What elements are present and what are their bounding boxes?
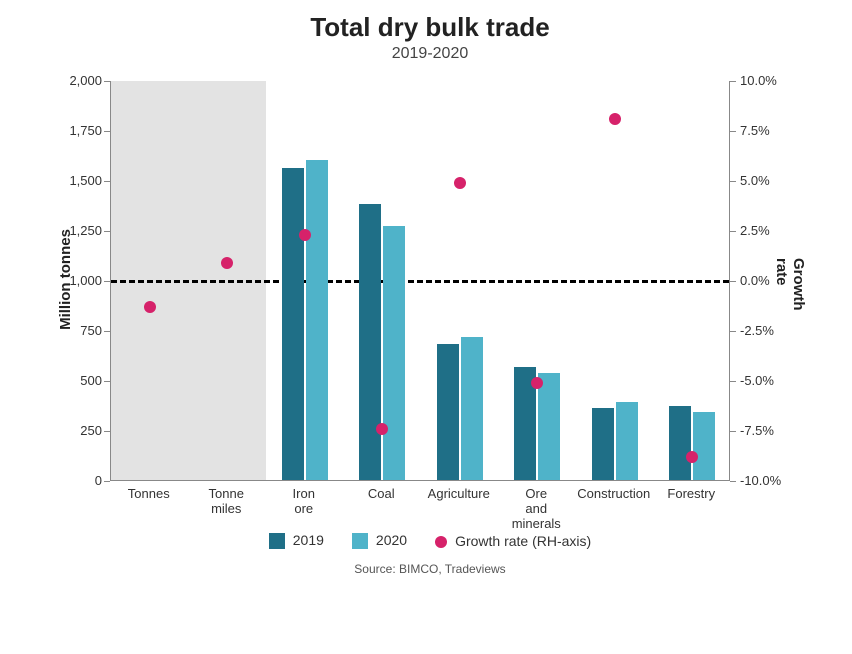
- legend-item: 2020: [352, 532, 407, 549]
- legend: 2019 2020 Growth rate (RH-axis): [30, 532, 830, 549]
- bar-2020: [461, 337, 483, 480]
- y-right-tick-label: -10.0%: [740, 473, 781, 488]
- y-right-tick-label: 0.0%: [740, 273, 770, 288]
- y-left-tick-label: 1,000: [60, 273, 102, 288]
- y-left-tick-label: 250: [60, 423, 102, 438]
- chart-container: Total dry bulk trade 2019-2020 Million t…: [30, 12, 830, 611]
- source-text: Source: BIMCO, Tradeviews: [30, 562, 830, 576]
- legend-item: Growth rate (RH-axis): [435, 533, 591, 549]
- legend-swatch-icon: [352, 533, 368, 549]
- x-category-label: Construction: [575, 487, 653, 502]
- chart-title: Total dry bulk trade: [30, 12, 830, 43]
- x-category-label: Agriculture: [420, 487, 498, 502]
- y-right-tick-label: 2.5%: [740, 223, 770, 238]
- bar-2019: [282, 168, 304, 480]
- growth-dot: [299, 229, 311, 241]
- growth-dot: [609, 113, 621, 125]
- bar-2020: [383, 226, 405, 480]
- y-right-tick-label: -5.0%: [740, 373, 774, 388]
- plot-inner: [110, 81, 730, 481]
- legend-swatch-icon: [269, 533, 285, 549]
- zero-line: [111, 280, 729, 283]
- x-category-label: Tonnes: [110, 487, 188, 502]
- bar-2019: [437, 344, 459, 480]
- bar-2020: [538, 373, 560, 480]
- bar-2020: [616, 402, 638, 480]
- legend-label: 2019: [293, 532, 324, 548]
- x-category-label: Oreandminerals: [498, 487, 576, 532]
- x-category-label: Tonnemiles: [188, 487, 266, 517]
- y-left-tick-label: 1,500: [60, 173, 102, 188]
- y-axis-right-label: Growth rate: [773, 258, 807, 318]
- y-left-tick-label: 1,750: [60, 123, 102, 138]
- legend-label: Growth rate (RH-axis): [455, 533, 591, 549]
- legend-dot-icon: [435, 536, 447, 548]
- y-left-tick-label: 0: [60, 473, 102, 488]
- bar-2019: [669, 406, 691, 480]
- x-category-label: Forestry: [653, 487, 731, 502]
- bar-2020: [306, 160, 328, 480]
- legend-item: 2019: [269, 532, 324, 549]
- y-right-tick-label: 10.0%: [740, 73, 777, 88]
- y-left-tick-label: 2,000: [60, 73, 102, 88]
- bar-2020: [693, 412, 715, 480]
- y-right-tick-label: 5.0%: [740, 173, 770, 188]
- y-right-tick-label: -7.5%: [740, 423, 774, 438]
- bar-2019: [359, 204, 381, 480]
- growth-dot: [144, 301, 156, 313]
- legend-label: 2020: [376, 532, 407, 548]
- x-category-label: Coal: [343, 487, 421, 502]
- y-left-tick-label: 500: [60, 373, 102, 388]
- growth-dot: [454, 177, 466, 189]
- y-right-tick-label: -2.5%: [740, 323, 774, 338]
- x-category-label: Ironore: [265, 487, 343, 517]
- y-left-tick-label: 750: [60, 323, 102, 338]
- y-right-tick-label: 7.5%: [740, 123, 770, 138]
- bar-2019: [592, 408, 614, 480]
- y-left-tick-label: 1,250: [60, 223, 102, 238]
- chart-subtitle: 2019-2020: [30, 45, 830, 63]
